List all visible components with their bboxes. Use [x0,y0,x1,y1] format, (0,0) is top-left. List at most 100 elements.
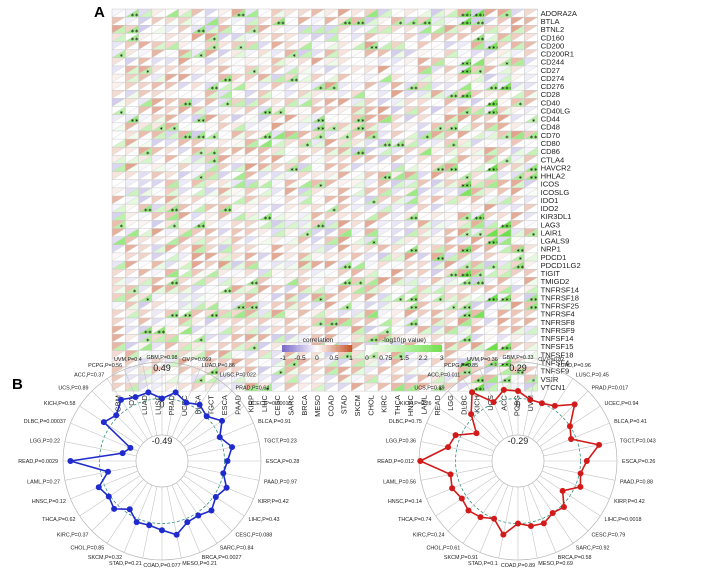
heatmap-cell [431,106,445,115]
heatmap-cell [204,98,219,107]
heatmap-cell [311,57,325,67]
heatmap-cell [417,195,432,205]
heatmap-cell [125,73,139,83]
radar-spoke [541,422,610,452]
heatmap-cell [178,228,192,237]
heatmap-cell [271,8,286,18]
heatmap-cell [377,41,392,50]
heatmap-cell [311,163,325,172]
heatmap-cell [484,138,498,148]
legend-pvalue-swatch [411,345,414,352]
heatmap-cell [218,325,232,335]
heatmap-cell [337,285,352,294]
heatmap-cell [178,90,192,99]
heatmap-cell: ∗∗ [351,122,365,132]
radar-point [159,527,165,534]
heatmap-cell [524,285,538,294]
heatmap-cell [510,195,525,205]
heatmap-cell [377,73,392,83]
svg-text:∗: ∗ [438,126,442,132]
svg-text:∗: ∗ [199,151,203,157]
heatmap-cell [497,16,512,26]
heatmap-cell: ∗∗∗ [457,244,473,254]
heatmap-cell [377,301,392,310]
heatmap-cell [138,114,153,123]
heatmap-cell [484,342,498,351]
heatmap-cell [165,325,179,335]
heatmap-cell [351,252,365,262]
heatmap-cell [231,33,246,42]
heatmap-cell [417,25,432,34]
heatmap-cell [298,171,312,180]
heatmap-cell [324,244,339,254]
radar-category-label: THCA,P=0.62 [42,517,75,523]
radar-tick-label: 0.29 [509,363,527,373]
heatmap-cell: ∗∗∗ [497,293,513,303]
heatmap-cell [351,163,365,172]
radar-category-label: HNSC,P=0.14 [388,499,422,505]
heatmap-cell [284,171,299,180]
heatmap-cell: ∗ [191,147,206,157]
heatmap-cell [178,8,192,18]
heatmap-cell [364,317,379,327]
radar-category-label: KIRC,P=0.24 [413,533,445,539]
heatmap-cell [125,252,139,262]
radar-point [172,389,179,396]
heatmap-cell [377,155,392,164]
heatmap-cell: ∗ [111,106,126,116]
heatmap-cell [178,147,192,156]
heatmap-cell [258,325,272,335]
heatmap-cell [470,195,485,205]
heatmap-cell [457,195,472,205]
heatmap-cell [125,138,139,148]
heatmap-cell [258,33,272,42]
heatmap-cell [417,138,432,148]
heatmap-cell [391,252,405,262]
heatmap-cell [138,90,153,99]
heatmap-cell [271,268,286,278]
heatmap-cell [444,244,458,254]
heatmap-cell [484,301,498,310]
heatmap-cell [231,155,246,164]
radar-category-label: CHOL,P=0.85 [71,545,105,551]
heatmap-cell [391,382,405,392]
heatmap-cell [524,350,538,359]
heatmap-row-label: CD200 [541,41,565,50]
heatmap-cell [351,49,365,58]
radar-point [560,503,567,510]
radar-point [583,458,590,464]
radar-point [465,507,472,514]
heatmap-cell [111,236,126,245]
heatmap-cell [178,16,192,26]
heatmap-cell [125,301,139,310]
heatmap-cell [151,41,166,50]
heatmap-column-label: MESO [313,395,322,417]
heatmap-cell: ∗ [364,130,379,140]
heatmap-cell [510,236,525,245]
heatmap-cell [470,285,485,294]
heatmap-cell [258,16,272,26]
heatmap-cell [510,203,525,213]
heatmap-cell: ∗ [111,220,126,230]
heatmap-cell [138,277,153,286]
heatmap-cell: ∗∗ [524,301,538,311]
heatmap-cell [204,236,219,245]
heatmap-cell [284,179,299,189]
heatmap-cell [484,33,498,42]
heatmap-cell [510,293,525,302]
heatmap-cell [218,106,232,115]
radar-spoke [522,486,538,559]
heatmap-cell [125,130,139,140]
heatmap-cell [165,130,179,140]
heatmap-cell [271,203,286,213]
radar-category-label: READ,P=0.012 [377,459,414,465]
heatmap-cell [271,236,286,245]
heatmap-cell [151,277,166,286]
heatmap-cell [244,325,259,335]
heatmap-cell [351,25,365,34]
heatmap-cell [298,187,312,197]
heatmap-cell [218,366,232,376]
heatmap-cell [337,138,352,148]
heatmap-cell [524,244,538,254]
heatmap-cell [337,195,352,205]
